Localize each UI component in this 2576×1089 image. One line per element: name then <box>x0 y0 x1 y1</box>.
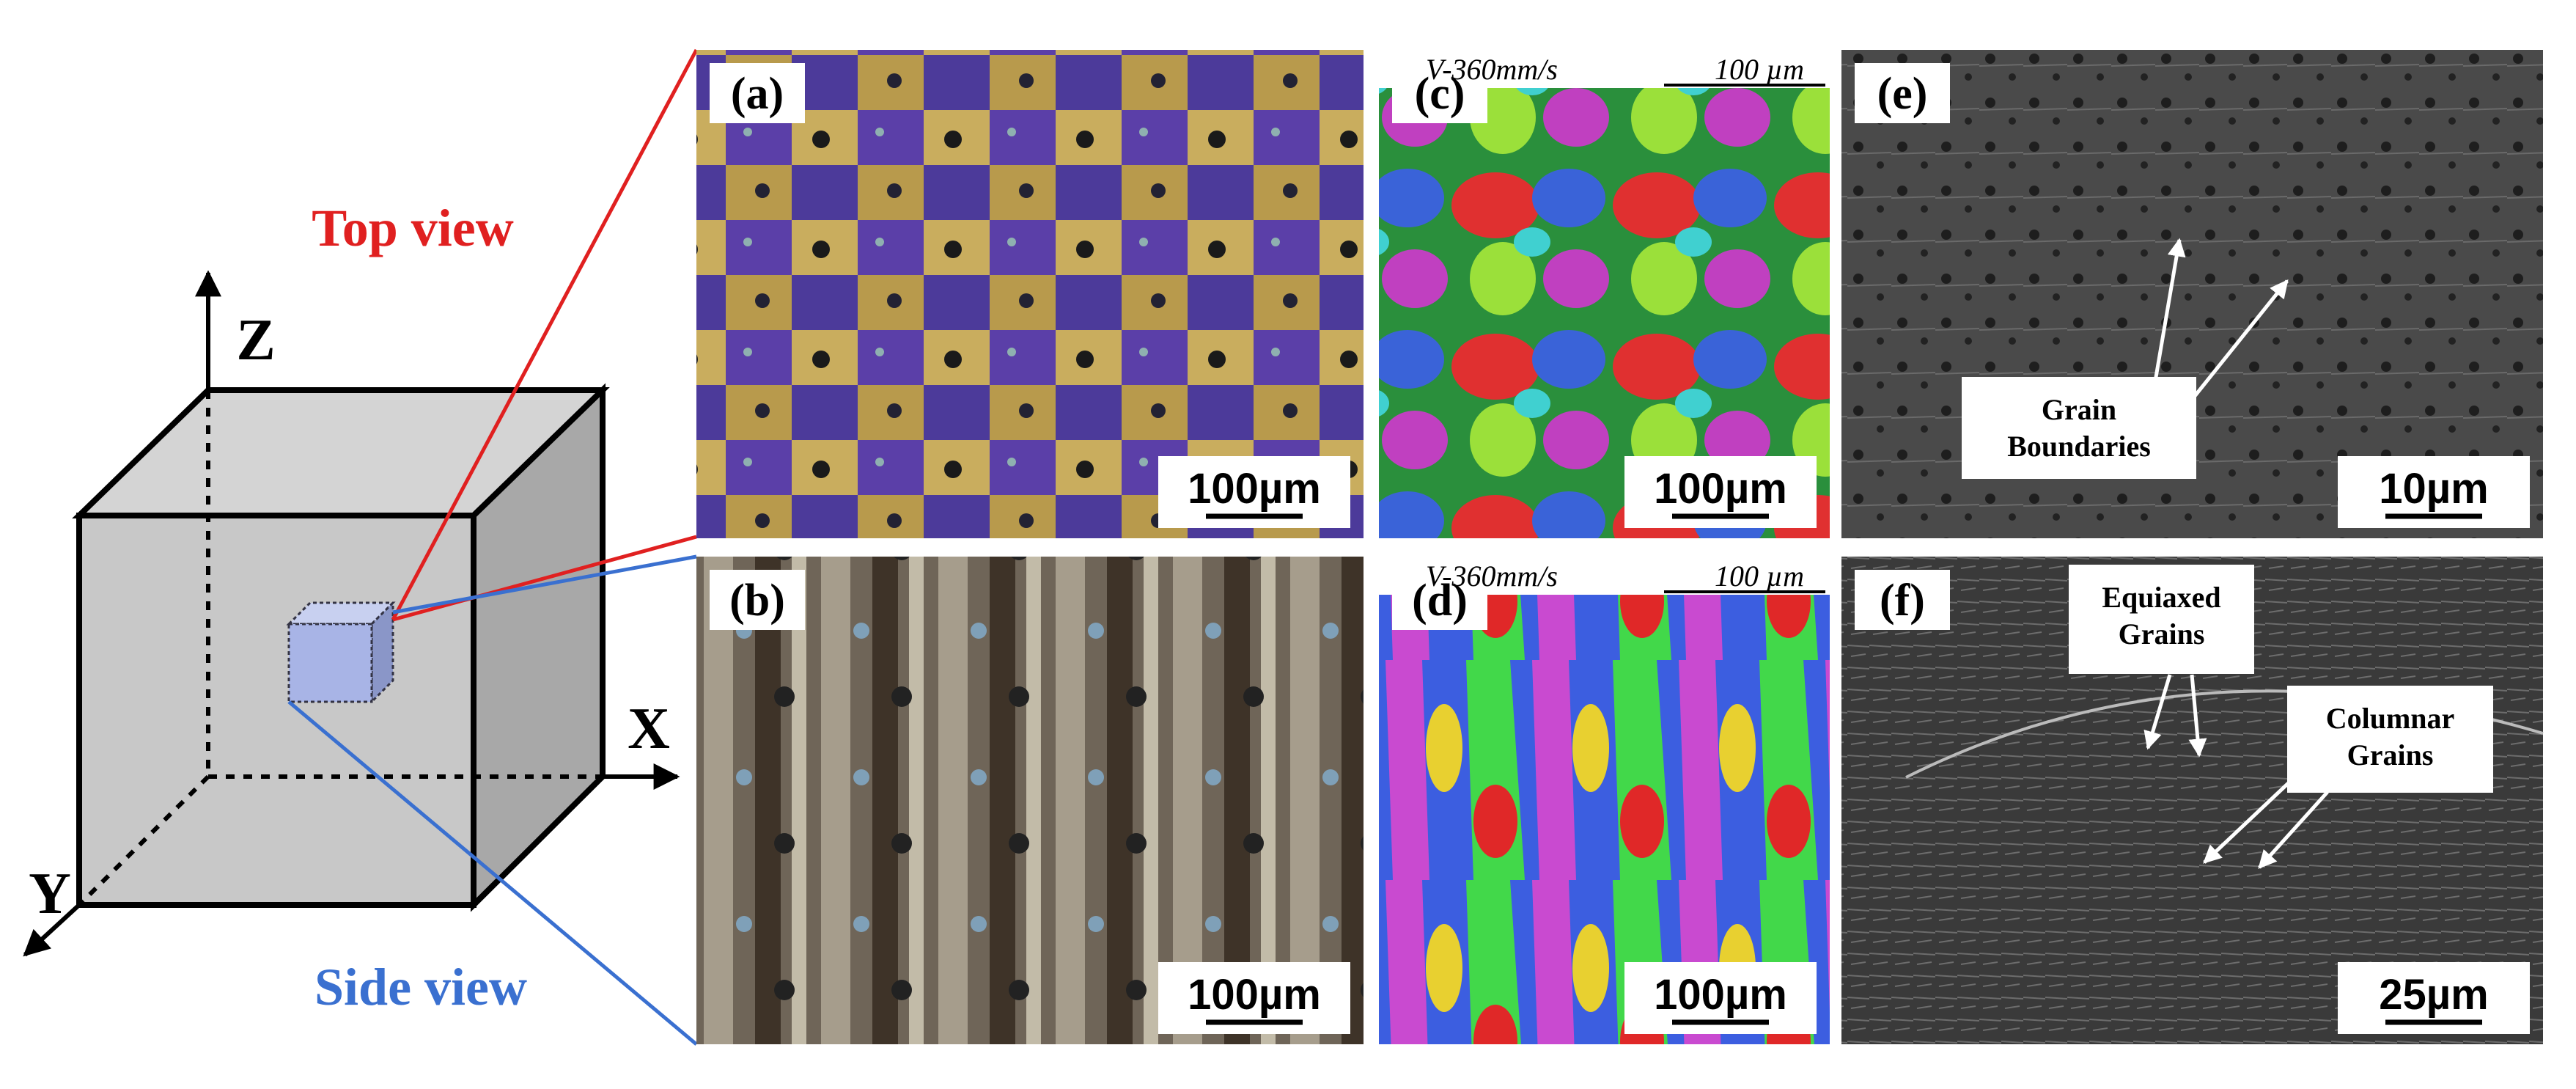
annotation-text: Equiaxed <box>2102 581 2220 614</box>
caption-speed: V-360mm/s <box>1426 560 1558 593</box>
axis-x-label: X <box>628 697 670 761</box>
caption-scale: 100 µm <box>1715 53 1804 86</box>
panel-label: (d) <box>1412 576 1468 626</box>
sample-cube <box>286 600 396 705</box>
arrows <box>2143 238 2329 869</box>
panel-overlays: (a) 100µm (b) 100µm (c) 100µm V-360mm/s 100 µm (… <box>710 53 2530 1034</box>
scale-bar-label: 100µm <box>1188 971 1321 1019</box>
panel-label: (a) <box>731 69 784 119</box>
panel-label: (b) <box>729 576 785 626</box>
panel-label: (c) <box>1415 69 1465 119</box>
caption-scale: 100 µm <box>1715 560 1804 593</box>
caption-speed: V-360mm/s <box>1426 53 1558 86</box>
panel-label-box <box>1392 63 1487 123</box>
panel-label-box <box>1855 63 1950 123</box>
side-view-label: Side view <box>314 958 527 1016</box>
connector-lines <box>287 48 699 1046</box>
scale-bar-label: 100µm <box>1654 971 1787 1019</box>
panel-label-box <box>710 570 805 630</box>
top-view-label: Top view <box>312 199 513 257</box>
axis-y-label: Y <box>29 862 71 926</box>
scale-bar-label: 10µm <box>2379 465 2489 513</box>
panel-label-box <box>1392 570 1487 630</box>
annotation-box <box>1962 377 2196 479</box>
panel-label-box <box>1855 570 1950 630</box>
annotation-text: Columnar <box>2326 702 2455 735</box>
annotation-text: Grains <box>2119 617 2205 650</box>
annotation-text: Grain <box>2042 393 2116 426</box>
annotation-text: Boundaries <box>2007 430 2151 463</box>
cube <box>72 383 610 912</box>
scale-bar-label: 25µm <box>2379 971 2489 1019</box>
axes <box>23 270 680 957</box>
annotation-box <box>2287 686 2493 793</box>
axis-z-label: Z <box>236 308 275 373</box>
panel-label: (e) <box>1877 69 1928 119</box>
annotation-text: Grains <box>2347 738 2434 771</box>
scale-bar-label: 100µm <box>1188 465 1321 513</box>
annotation-box <box>2069 565 2254 674</box>
scale-bar-label: 100µm <box>1654 465 1787 513</box>
panel-label-box <box>710 63 805 123</box>
panel-label: (f) <box>1880 576 1925 626</box>
